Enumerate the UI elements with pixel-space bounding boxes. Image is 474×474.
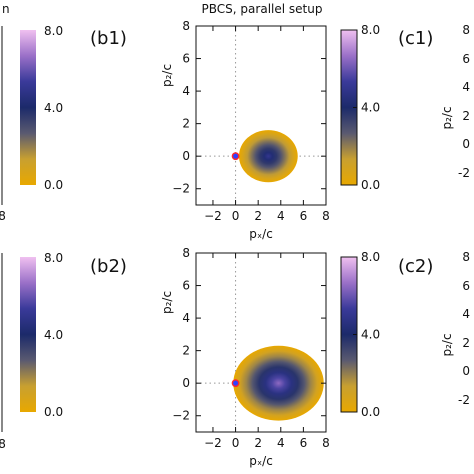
left-colorbar-bottom: [20, 257, 36, 412]
y-tick-label: 0: [182, 149, 190, 163]
y-tick-label: −2: [172, 182, 190, 196]
axes-frame: [195, 25, 327, 206]
y-tick-label: 2: [182, 117, 190, 131]
origin-marker: [231, 152, 240, 161]
x-tick-label: −2: [204, 436, 222, 450]
axes-frame: [195, 252, 327, 433]
left-cbar-tick-4-bottom: 4.0: [44, 328, 63, 342]
right-ytick-2-top: 2: [462, 109, 470, 123]
y-tick-label: 8: [182, 246, 190, 260]
right-ytick-2-bottom: 2: [462, 336, 470, 350]
right-ytick-m2-top: -2: [458, 166, 470, 180]
x-tick-label: 6: [300, 436, 308, 450]
y-tick-label: 2: [182, 344, 190, 358]
left-cbar-tick-4-top: 4.0: [44, 101, 63, 115]
left-cbar-tick-8-bottom: 8.0: [44, 251, 63, 265]
right-ytick-0-top: 0: [462, 137, 470, 151]
x-tick-label: 8: [322, 436, 330, 450]
panel-label: (b2): [90, 256, 127, 277]
distribution-ellipse: [238, 130, 298, 183]
figure-title: PBCS, parallel setup: [202, 2, 323, 16]
left-colorbar-top: [20, 30, 36, 185]
colorbar-tick-label: 0.0: [361, 178, 380, 192]
y-tick-label: 0: [182, 376, 190, 390]
right-ytick-8-bottom: 8: [462, 250, 470, 264]
left-partial-top: 8 0.0 4.0 8.0: [0, 24, 63, 223]
left-cbar-tick-0-bottom: 0.0: [44, 405, 63, 419]
x-tick-label: 4: [277, 436, 285, 450]
y-axis-label: p₂/c: [160, 291, 174, 314]
y-tick-label: 6: [182, 279, 190, 293]
left-partial-bottom: 8 0.0 4.0 8.0: [0, 251, 63, 451]
x-axis-label: pₓ/c: [249, 227, 273, 241]
right-ytick-8-top: 8: [462, 23, 470, 37]
y-tick-label: 4: [182, 84, 190, 98]
right-partial-bottom: (c2) p₂/c 8 6 4 2 0 -2: [398, 250, 470, 407]
panel-label-c1: (c1): [398, 28, 433, 49]
x-axis-label: pₓ/c: [249, 454, 273, 468]
left-cbar-tick-0-top: 0.0: [44, 178, 63, 192]
right-ytick-6-bottom: 6: [462, 279, 470, 293]
distribution-ellipse: [233, 345, 324, 421]
right-ytick-0-bottom: 0: [462, 364, 470, 378]
left-cbar-tick-8-top: 8.0: [44, 24, 63, 38]
right-ytick-m2-bottom: -2: [458, 393, 470, 407]
colorbar: [341, 30, 357, 185]
right-ytick-4-top: 4: [462, 80, 470, 94]
right-partial-top: (c1) p₂/c 8 6 4 2 0 -2: [398, 23, 470, 180]
x-tick-label: 0: [232, 209, 240, 223]
colorbar-tick-label: 4.0: [361, 101, 380, 115]
x-tick-label: 4: [277, 209, 285, 223]
right-ylabel-bottom: p₂/c: [440, 333, 454, 356]
right-ytick-6-top: 6: [462, 52, 470, 66]
origin-marker: [231, 379, 240, 388]
y-tick-label: −2: [172, 409, 190, 423]
left-xtick-8-bottom: 8: [0, 437, 6, 451]
right-ylabel-top: p₂/c: [440, 106, 454, 129]
y-tick-label: 4: [182, 311, 190, 325]
y-tick-label: 8: [182, 19, 190, 33]
colorbar-tick-label: 0.0: [361, 405, 380, 419]
x-tick-label: 2: [254, 209, 262, 223]
colorbar-tick-label: 8.0: [361, 23, 380, 37]
x-tick-label: 2: [254, 436, 262, 450]
left-title-fragment: n: [2, 2, 10, 16]
x-tick-label: −2: [204, 209, 222, 223]
y-tick-label: 6: [182, 52, 190, 66]
panel-label-c2: (c2): [398, 256, 433, 277]
x-tick-label: 0: [232, 436, 240, 450]
x-tick-label: 6: [300, 209, 308, 223]
colorbar-tick-label: 8.0: [361, 250, 380, 264]
x-tick-label: 8: [322, 209, 330, 223]
panel-label: (b1): [90, 28, 127, 49]
colorbar-tick-label: 4.0: [361, 328, 380, 342]
left-xtick-8-top: 8: [0, 209, 6, 223]
y-axis-label: p₂/c: [160, 64, 174, 87]
colorbar: [341, 257, 357, 412]
right-ytick-4-bottom: 4: [462, 307, 470, 321]
